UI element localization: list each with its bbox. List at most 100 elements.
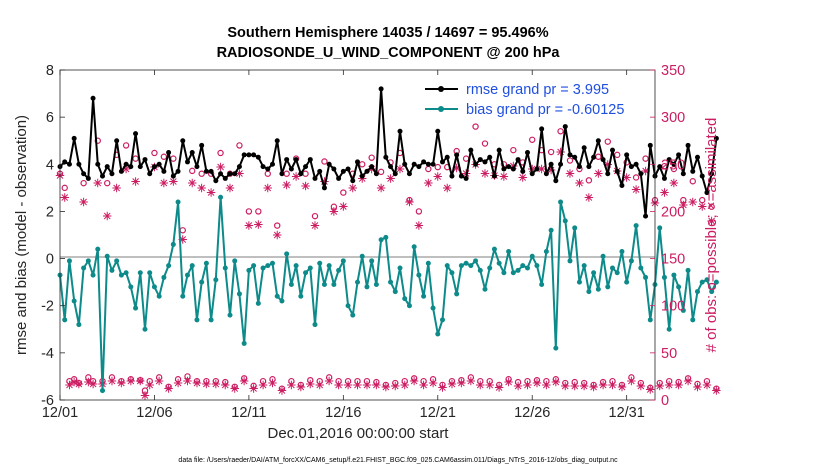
possible-obs-marker xyxy=(104,179,111,187)
rmse-point xyxy=(170,173,176,179)
bias-line xyxy=(59,196,718,392)
bias-point xyxy=(473,258,479,264)
bias-point xyxy=(246,267,252,273)
assimilated-obs-marker: ✳ xyxy=(414,221,423,233)
bias-point xyxy=(265,263,271,269)
assimilated-obs-marker: ✳ xyxy=(636,381,645,393)
assimilated-obs-marker: ✳ xyxy=(292,172,301,184)
rmse-point xyxy=(595,138,601,144)
bias-point xyxy=(576,279,582,285)
bias-point xyxy=(166,263,172,269)
bias-point xyxy=(487,265,493,271)
bias-point xyxy=(595,286,601,292)
possible-obs-marker xyxy=(472,123,479,130)
possible-obs-marker xyxy=(434,163,441,171)
possible-obs-marker xyxy=(533,377,541,384)
rmse-point xyxy=(643,213,649,219)
possible-obs-marker xyxy=(406,196,413,204)
assimilated-obs-marker: ✳ xyxy=(443,183,452,195)
bias-series xyxy=(57,194,719,394)
bias-point xyxy=(359,253,365,259)
possible-obs-marker xyxy=(382,381,390,389)
rmse-point xyxy=(236,164,242,170)
x-tick-label: 12/11 xyxy=(231,405,266,421)
possible-obs-marker xyxy=(203,377,210,385)
rmse-point xyxy=(690,168,696,174)
rmse-point xyxy=(388,164,394,170)
rmse-point xyxy=(685,142,691,148)
assimilated-obs-marker: ✳ xyxy=(580,381,589,393)
rmse-point xyxy=(373,171,379,177)
bias-point xyxy=(586,289,592,295)
bias-point xyxy=(406,303,412,309)
bias-point xyxy=(647,317,653,323)
assimilated-obs-marker: ✳ xyxy=(183,376,192,388)
assimilated-obs-marker: ✳ xyxy=(556,147,565,159)
assimilated-obs-marker: ✳ xyxy=(211,379,220,391)
rmse-point xyxy=(440,159,445,165)
possible-obs-marker xyxy=(628,374,635,381)
possible-obs-marker xyxy=(514,378,522,386)
possible-obs-marker xyxy=(363,377,371,385)
assimilated-obs-marker: ✳ xyxy=(339,202,348,214)
rmse-point xyxy=(355,159,360,165)
possible-obs-marker xyxy=(486,377,493,385)
y-tick-label: 6 xyxy=(46,110,54,126)
assimilated-obs-marker: ✳ xyxy=(655,381,664,393)
rmse-point xyxy=(85,175,91,181)
rmse-point xyxy=(581,145,587,151)
rmse-point xyxy=(147,171,153,177)
rmse-point xyxy=(104,164,110,170)
rmse-point xyxy=(468,147,474,153)
legend-bias-label: bias grand pr = -0.60125 xyxy=(466,102,624,118)
assimilated-obs-marker: ✳ xyxy=(386,173,395,185)
bias-point xyxy=(255,300,261,306)
bias-point xyxy=(62,317,68,323)
rmse-point xyxy=(199,142,205,148)
assimilated-obs-marker: ✳ xyxy=(495,383,504,395)
assimilated-obs-marker: ✳ xyxy=(594,169,603,181)
bias-point xyxy=(529,253,535,259)
bias-point xyxy=(520,263,526,269)
bias-point xyxy=(321,282,327,287)
possible-obs-marker xyxy=(151,149,158,157)
bias-point xyxy=(378,237,384,243)
assimilated-obs-marker: ✳ xyxy=(301,181,310,193)
assimilated-obs-marker: ✳ xyxy=(112,183,121,195)
rmse-point xyxy=(713,135,719,141)
bias-point xyxy=(572,225,578,231)
possible-obs-marker xyxy=(160,153,168,160)
possible-obs-marker xyxy=(557,128,564,135)
rmse-point xyxy=(227,171,233,177)
bias-point xyxy=(123,270,129,276)
rmse-point xyxy=(676,152,682,158)
rmse-point xyxy=(392,171,398,177)
bias-point xyxy=(482,286,488,292)
rmse-point xyxy=(274,138,280,144)
y2-tick-label: 300 xyxy=(661,110,685,126)
bias-point xyxy=(373,282,379,287)
assimilated-obs-marker: ✳ xyxy=(632,185,641,197)
assimilated-obs-marker: ✳ xyxy=(584,192,593,204)
bias-point xyxy=(567,258,573,264)
assimilated-obs-marker: ✳ xyxy=(565,169,574,181)
bias-point xyxy=(340,258,346,264)
bias-point xyxy=(142,326,148,332)
rmse-point xyxy=(185,159,190,165)
assimilated-obs-marker: ✳ xyxy=(230,384,239,396)
assimilated-obs-marker: ✳ xyxy=(419,380,428,392)
assimilated-obs-marker: ✳ xyxy=(660,188,669,200)
rmse-point xyxy=(317,168,323,174)
y2-tick-label: 150 xyxy=(661,252,685,268)
bias-point xyxy=(548,227,554,233)
x-tick-label: 12/06 xyxy=(136,405,172,421)
assimilated-obs-marker: ✳ xyxy=(532,378,541,390)
rmse-point xyxy=(454,152,460,158)
rmse-point xyxy=(255,154,261,160)
possible-obs-marker xyxy=(604,138,611,145)
x-tick-label: 12/21 xyxy=(420,405,456,421)
bias-point xyxy=(241,340,247,346)
possible-obs-marker xyxy=(566,157,574,164)
bias-point xyxy=(581,263,587,269)
possible-obs-marker xyxy=(665,377,673,385)
